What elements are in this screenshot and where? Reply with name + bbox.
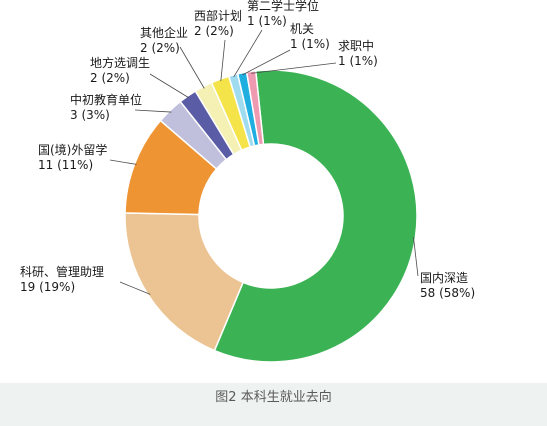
leader-line-2 — [119, 281, 151, 295]
leader-line-6 — [179, 46, 205, 89]
slice-value-label-1: 58 (58%) — [420, 286, 475, 300]
slices-group — [124, 69, 418, 363]
leader-line-7 — [220, 39, 226, 82]
leader-line-10 — [251, 62, 337, 74]
slice-label-8: 第二学士学位 — [247, 0, 319, 13]
slice-label-1: 国内深造 — [420, 271, 468, 285]
leader-line-9 — [242, 49, 291, 76]
leader-lines-group — [109, 29, 419, 295]
slice-value-label-4: 3 (3%) — [70, 108, 110, 122]
slice-label-4: 中初教育单位 — [70, 92, 142, 107]
slice-label-2: 科研、管理助理 — [20, 264, 104, 279]
leader-line-5 — [149, 73, 190, 99]
slice-value-label-5: 2 (2%) — [90, 71, 130, 85]
slice-2 — [124, 212, 245, 352]
figure-caption: 图2 本科生就业去向 — [215, 390, 332, 405]
leader-line-8 — [233, 29, 263, 78]
slice-value-label-6: 2 (2%) — [140, 41, 180, 55]
slice-1 — [213, 69, 418, 363]
slice-10 — [245, 69, 265, 146]
leader-line-3 — [109, 159, 137, 165]
slice-label-7: 西部计划 — [194, 8, 242, 23]
slice-label-5: 地方选调生 — [90, 55, 150, 70]
slice-value-label-10: 1 (1%) — [338, 54, 378, 68]
slice-label-9: 机关 — [290, 22, 314, 36]
slice-label-10: 求职中 — [338, 38, 374, 53]
leader-line-1 — [413, 236, 419, 277]
slice-label-3: 国(境)外留学 — [38, 142, 107, 157]
slice-value-label-9: 1 (1%) — [290, 37, 330, 51]
slice-value-label-3: 11 (11%) — [38, 158, 93, 172]
caption-band: 图2 本科生就业去向 — [0, 383, 547, 426]
leader-line-4 — [134, 109, 172, 113]
slice-value-label-8: 1 (1%) — [247, 14, 287, 28]
slice-value-label-2: 19 (19%) — [20, 280, 75, 294]
slice-label-6: 其他企业 — [140, 25, 188, 40]
slice-value-label-7: 2 (2%) — [194, 24, 234, 38]
